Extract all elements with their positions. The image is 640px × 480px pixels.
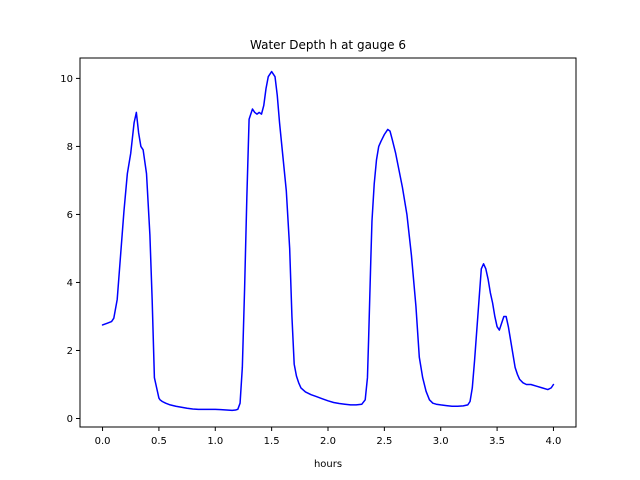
x-tick-label: 1.5: [264, 436, 280, 447]
y-tick-label: 2: [67, 346, 73, 357]
series-line: [101, 70, 555, 412]
x-axis: 0.0 0.5 1.0 1.5 2.0 2.5 3.0 3.5 4.0: [95, 427, 562, 447]
y-tick-label: 6: [67, 210, 73, 221]
x-tick-label: 2.0: [320, 436, 336, 447]
x-tick-label: 0.0: [95, 436, 111, 447]
plot-area: [101, 70, 555, 412]
y-tick-label: 8: [67, 142, 73, 153]
x-axis-label: hours: [314, 459, 342, 470]
y-tick-label: 10: [60, 74, 73, 85]
y-axis: 0 2 4 6 8 10: [60, 74, 80, 425]
chart-title: Water Depth h at gauge 6: [250, 38, 406, 52]
y-tick-label: 4: [67, 278, 73, 289]
y-tick-label: 0: [67, 414, 73, 425]
x-tick-label: 3.5: [489, 436, 505, 447]
x-tick-label: 3.0: [433, 436, 449, 447]
x-tick-label: 0.5: [151, 436, 167, 447]
x-tick-label: 1.0: [207, 436, 223, 447]
x-tick-label: 4.0: [546, 436, 562, 447]
x-tick-label: 2.5: [376, 436, 392, 447]
